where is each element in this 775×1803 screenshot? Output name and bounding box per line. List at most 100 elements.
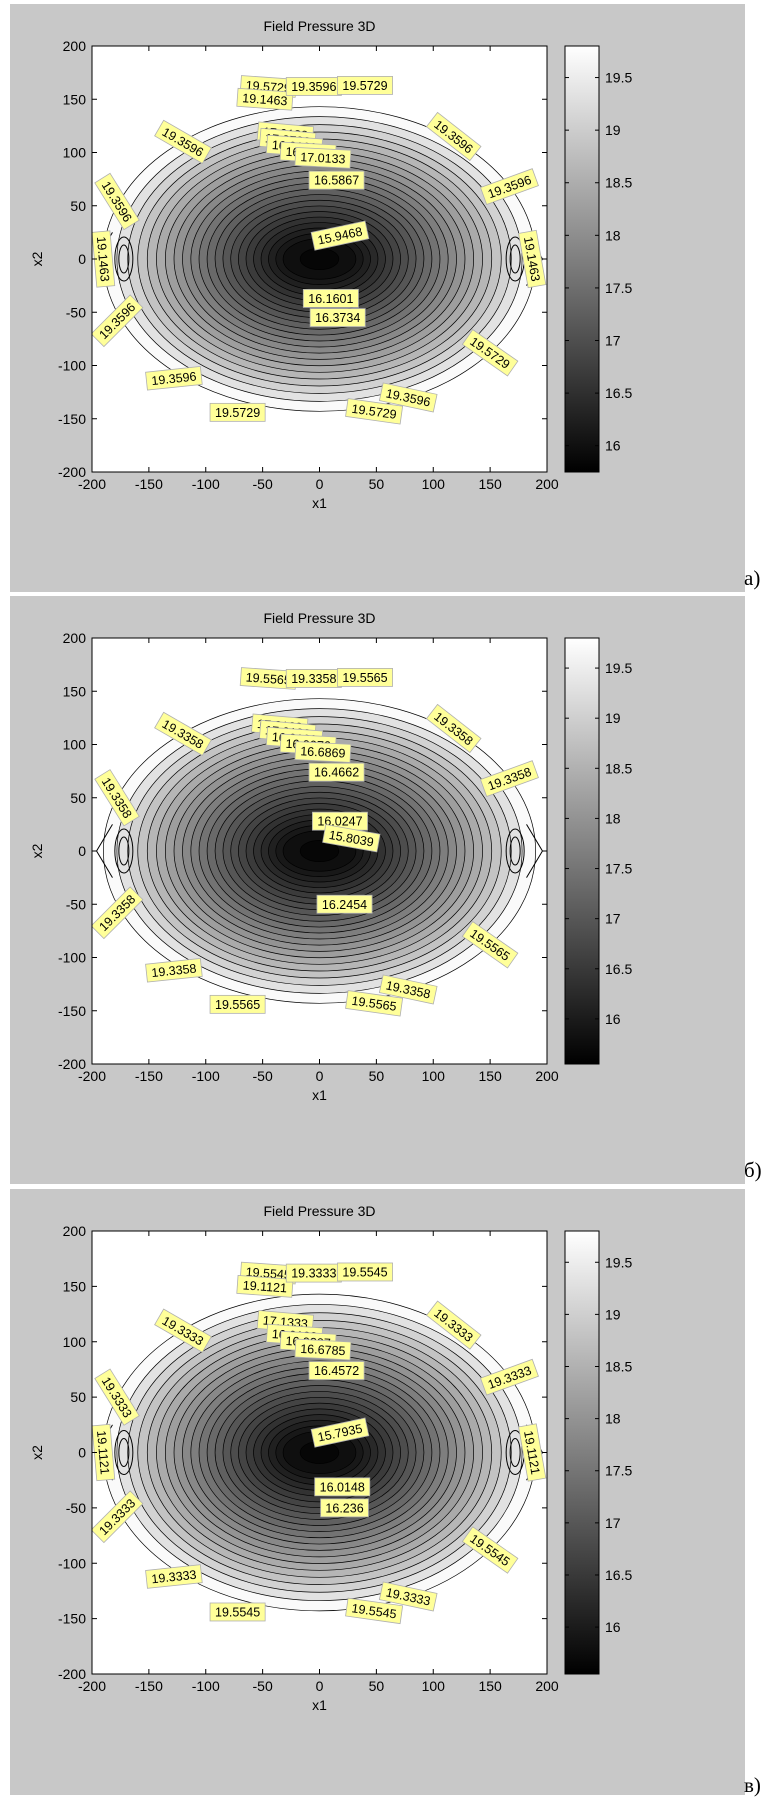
contour-label-box <box>320 1498 369 1518</box>
contour-edge-loop <box>509 1438 521 1467</box>
contour-label-box <box>236 1275 294 1298</box>
contour-label: 17.0133 <box>294 146 352 169</box>
colorbar-tick-label: 18 <box>605 227 621 243</box>
contour-label-text: 19.3358 <box>151 961 197 980</box>
y-tick-label: -100 <box>58 1555 86 1571</box>
y-tick-label: 0 <box>78 843 86 859</box>
y-tick-label: 150 <box>63 1278 87 1294</box>
contour-label-text: 19.5565 <box>215 998 260 1012</box>
y-tick-label: 150 <box>63 91 87 107</box>
contour-label: 16.4572 <box>308 1361 365 1380</box>
contour-label-box <box>94 172 140 231</box>
contour-label: 19.3333 <box>145 1564 203 1589</box>
contour-edge-loop <box>114 828 134 874</box>
contour-chart-panel-a: Field Pressure 3D 19.5729 19.1463 19.3596 19… <box>10 4 745 592</box>
contour-label-text: 16.1601 <box>308 292 353 306</box>
contour-label-box <box>154 1308 212 1353</box>
y-tick-label: 200 <box>63 630 87 646</box>
contour-label-box <box>316 894 373 914</box>
x-tick-label: 0 <box>316 1678 324 1694</box>
contour-label: 19.5545 <box>337 1262 393 1282</box>
colorbar-tick-label: 19.5 <box>605 70 632 86</box>
contour-label-box <box>154 711 212 756</box>
y-tick-label: 100 <box>63 737 87 753</box>
contour-label: 19.1463 <box>518 229 547 289</box>
y-tick-label: -100 <box>58 358 86 374</box>
contour-label: 19.3596 <box>378 382 438 413</box>
x-tick-label: 0 <box>316 476 324 492</box>
contour-label: 16.6785 <box>294 1338 352 1361</box>
x-tick-label: -150 <box>135 476 163 492</box>
y-tick-label: -50 <box>66 896 86 912</box>
y-tick-label: 50 <box>70 198 86 214</box>
contour-label: 15.7935 <box>310 1417 370 1448</box>
contour-label: 19.5729 <box>345 398 404 425</box>
contour-label-box <box>145 958 203 983</box>
x-axis-label: x1 <box>312 495 327 511</box>
contour-label-text: 19.5565 <box>351 994 398 1014</box>
contour-label-text: 19.3333 <box>291 1267 336 1281</box>
contour-label-box <box>337 1262 393 1282</box>
contour-label-text: 19.1463 <box>94 236 112 282</box>
contour-label-box <box>294 146 352 169</box>
contour-label-text: 17.0133 <box>300 150 346 166</box>
contour-label-box <box>461 1526 519 1574</box>
colorbar-tick-label: 16.5 <box>605 1567 632 1583</box>
contour-label: 19.1463 <box>92 230 116 288</box>
contour-edge-loop <box>114 1430 134 1475</box>
contour-label: 19.1121 <box>518 1423 547 1482</box>
contour-label-box <box>479 168 539 205</box>
contour-label-text: 19.5565 <box>245 670 291 687</box>
contour-label: 19.5565 <box>209 994 266 1014</box>
contour-label-text: 19.5545 <box>342 1265 387 1279</box>
contour-edge-loop <box>118 1438 130 1467</box>
contour-label-box <box>314 1477 371 1497</box>
contour-label-text: 19.3596 <box>151 369 197 388</box>
contour-label: 19.3358 <box>145 958 203 983</box>
x-tick-label: -200 <box>78 1678 106 1694</box>
contour-label-box <box>310 220 370 251</box>
contour-label-box <box>308 170 365 190</box>
colorbar-tick-label: 16 <box>605 1619 621 1635</box>
colorbar-tick-label: 17.5 <box>605 280 632 296</box>
panel-letter-a: а) <box>744 566 761 590</box>
y-tick-label: -150 <box>58 1611 86 1627</box>
contour-label-box <box>461 328 519 377</box>
colorbar-tick-label: 19 <box>605 1306 621 1322</box>
contour-label: 15.8039 <box>322 824 381 853</box>
contour-label-text: 16.0148 <box>320 1480 365 1494</box>
contour-label: 19.3596 <box>145 366 203 391</box>
y-tick-label: 0 <box>78 1445 86 1461</box>
y-axis-label: x2 <box>29 1445 45 1460</box>
contour-label-text: 19.3358 <box>291 672 336 686</box>
contour-label-box <box>425 111 482 162</box>
contour-label-box <box>309 308 366 327</box>
x-tick-label: 200 <box>535 476 559 492</box>
contour-label-box <box>94 1368 140 1426</box>
contour-label: 19.3333 <box>285 1263 342 1283</box>
contour-label-box <box>92 1423 116 1482</box>
contour-label-text: 19.5545 <box>351 1601 398 1621</box>
contour-label-box <box>479 1358 539 1396</box>
contour-label-box <box>425 703 482 754</box>
contour-label: 19.3596 <box>285 77 342 96</box>
colorbar <box>564 1230 600 1675</box>
contour-label: 19.1121 <box>236 1275 294 1298</box>
x-tick-label: 100 <box>422 1678 446 1694</box>
colorbar-tick-label: 18.5 <box>605 1359 632 1375</box>
contour-label-text: 16.2454 <box>322 898 367 912</box>
contour-label-text: 16.0247 <box>317 815 362 829</box>
y-tick-label: -50 <box>66 304 86 320</box>
x-tick-label: -100 <box>192 1068 220 1084</box>
contour-minimum <box>299 840 340 863</box>
colorbar-tick-label: 16 <box>605 1011 621 1027</box>
contour-label-text: 16.5867 <box>314 174 359 188</box>
colorbar-tick-label: 16.5 <box>605 961 632 977</box>
contour-label-box <box>518 229 547 289</box>
panel-letter-c: в) <box>744 1773 761 1797</box>
contour-label: 16.3734 <box>309 308 366 327</box>
contour-label-box <box>378 974 438 1005</box>
contour-label-text: 16.6785 <box>300 1342 346 1358</box>
contour-label-text: 16.6869 <box>300 744 346 760</box>
